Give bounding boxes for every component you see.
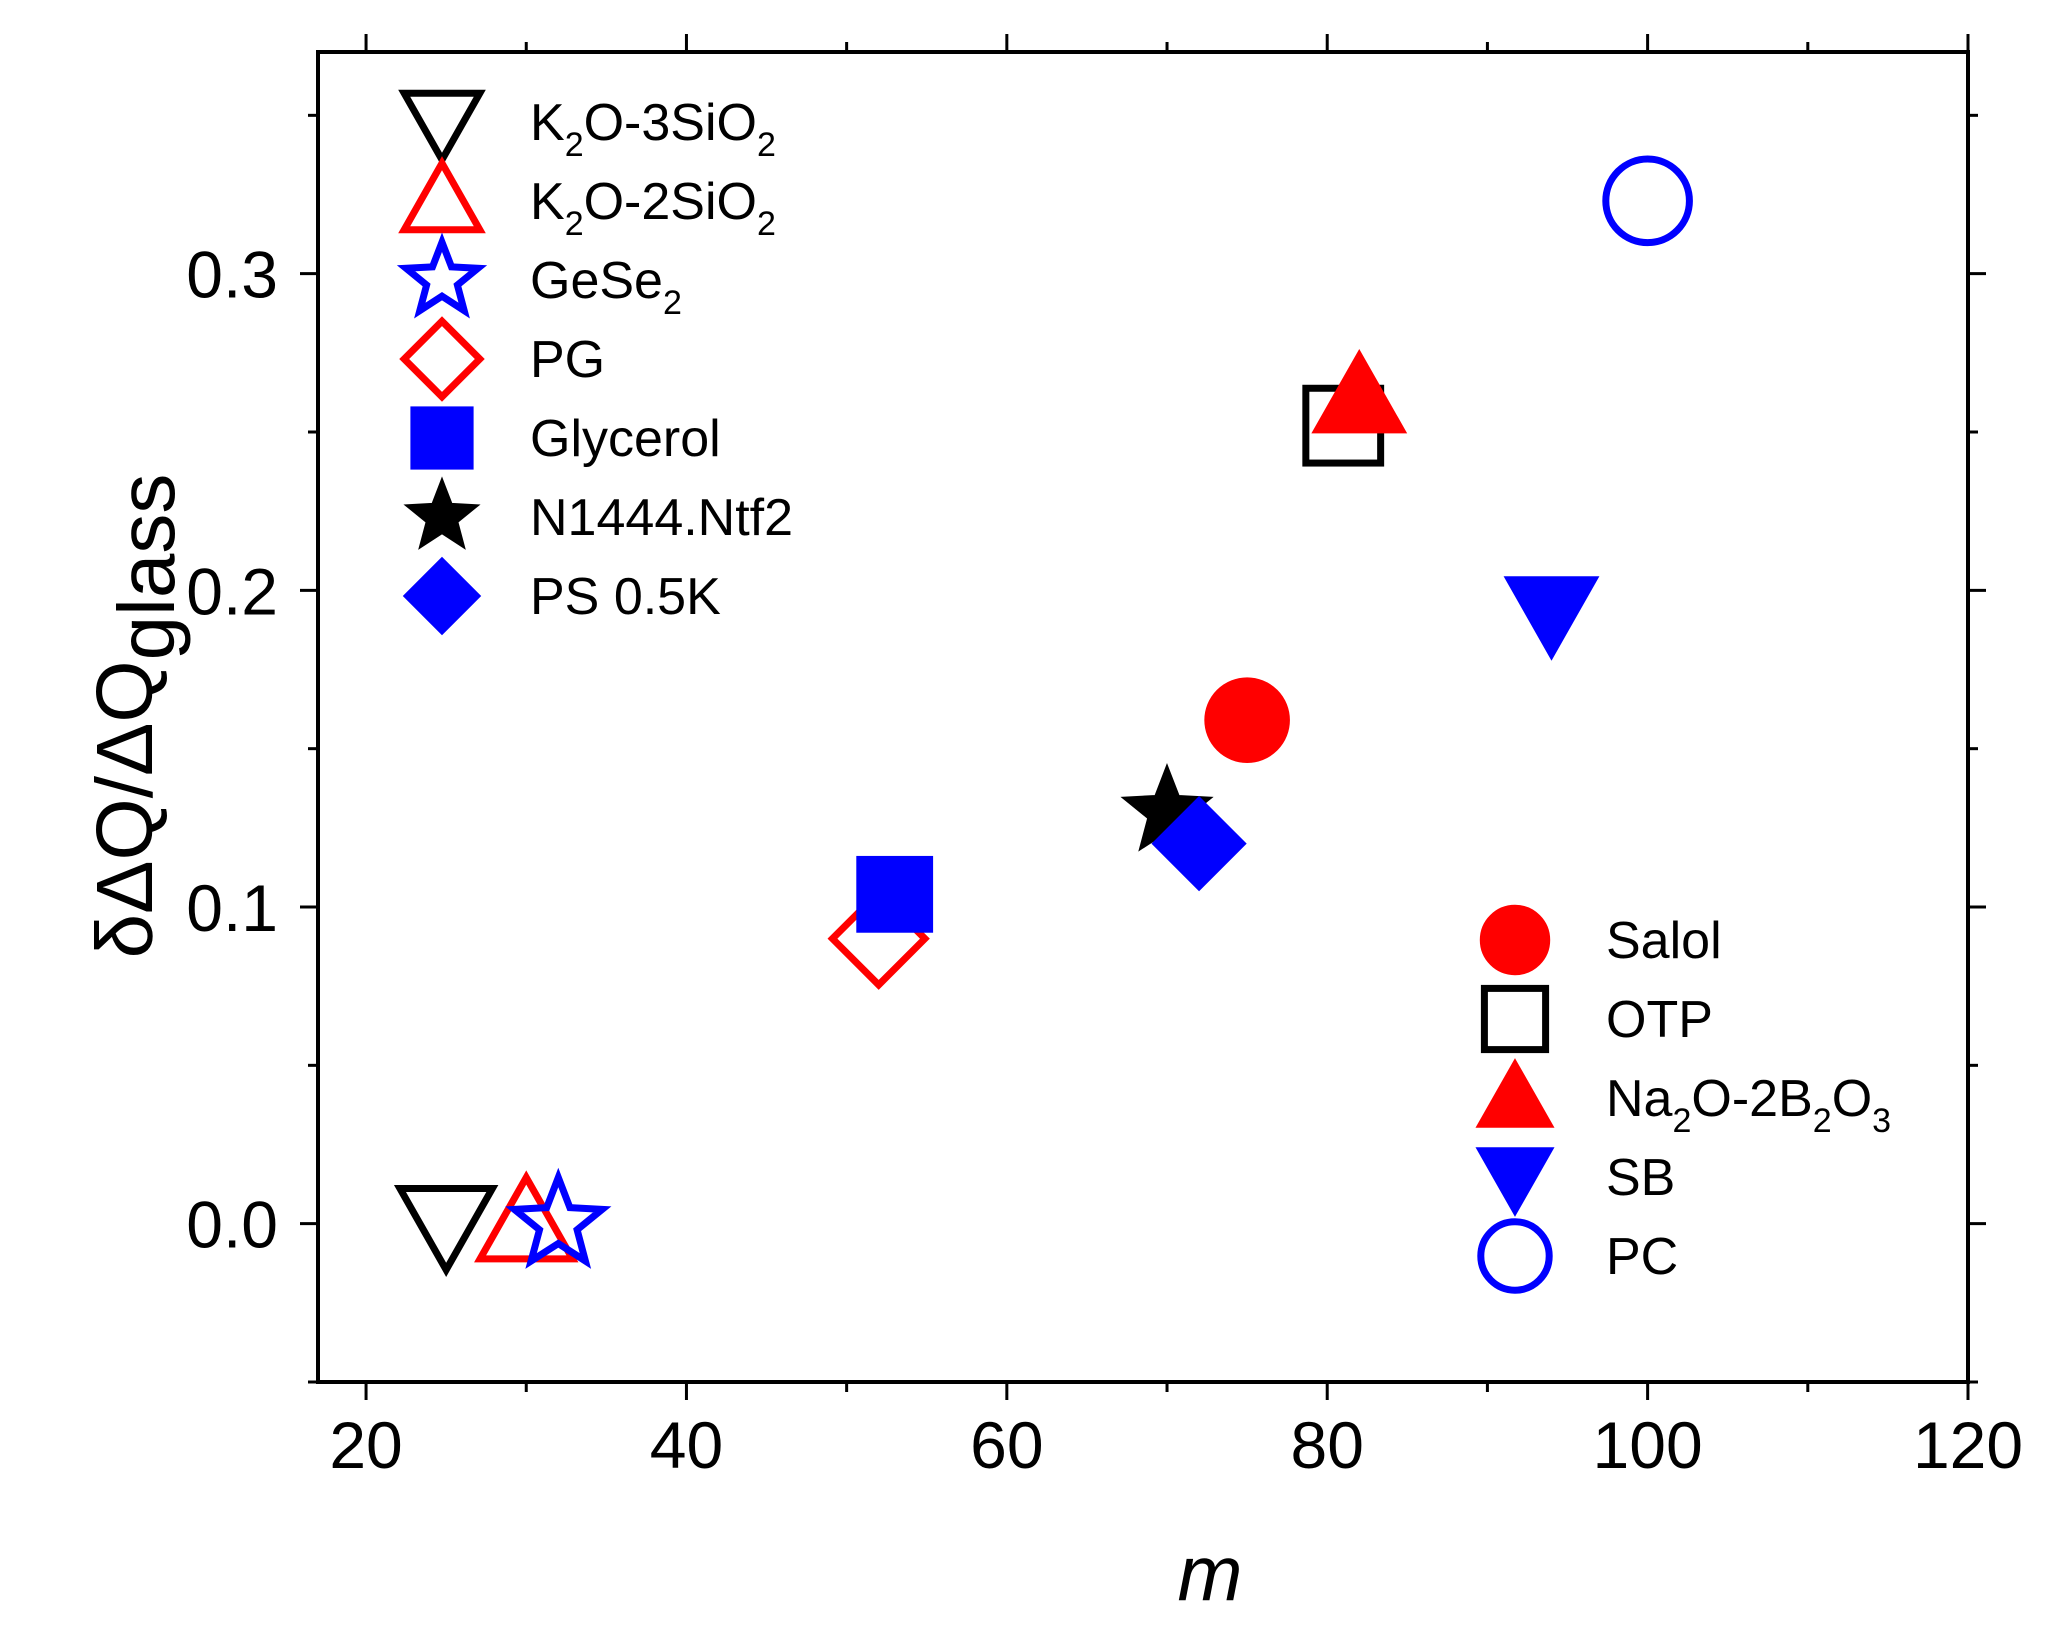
legend-label-gese2: GeSe2 — [530, 252, 682, 322]
legend-label-part: K — [530, 94, 565, 152]
legend-label-k2o3sio2: K2O-3SiO2 — [530, 94, 776, 164]
legend-label-part: 3 — [1872, 1102, 1891, 1140]
legend-marker-pc — [1477, 1218, 1553, 1294]
legend-label-n1444: N1444.Ntf2 — [530, 489, 793, 547]
data-point-ps05k — [1151, 796, 1247, 892]
data-point-k2o3sio2 — [393, 1184, 499, 1277]
legend-label-part: PC — [1606, 1228, 1678, 1286]
legend-label-na2o2b2o3: Na2O-2B2O3 — [1606, 1070, 1891, 1140]
legend-label-part: 2 — [663, 284, 682, 322]
legend-marker-n1444 — [403, 476, 481, 550]
legend-label-part: SB — [1606, 1149, 1675, 1207]
legend-label-part: 2 — [1813, 1102, 1832, 1140]
y-tick-label: 0.1 — [186, 871, 278, 945]
legend-label-part: O-3SiO — [584, 94, 757, 152]
legend-label-part: OTP — [1606, 991, 1713, 1049]
x-tick-label: 20 — [329, 1408, 402, 1482]
legend-label-otp: OTP — [1606, 991, 1713, 1049]
x-tick-label: 80 — [1291, 1408, 1364, 1482]
legend-label-part: Glycerol — [530, 410, 721, 468]
legend-marker-otp — [1480, 984, 1550, 1054]
data-point-pc — [1602, 155, 1693, 247]
y-axis-title-subscript: glass — [102, 474, 191, 661]
legend-label-part: PG — [530, 331, 605, 389]
y-tick-label: 0.2 — [186, 554, 278, 628]
legend-label-part: 2 — [1672, 1102, 1691, 1140]
x-tick-label: 40 — [650, 1408, 723, 1482]
legend-marker-salol — [1479, 904, 1551, 976]
y-tick-label: 0.0 — [186, 1188, 278, 1262]
legend-marker-na2o2b2o3 — [1475, 1058, 1555, 1128]
legend-marker-k2o3sio2 — [398, 89, 486, 167]
legend-label-part: PS 0.5K — [530, 568, 721, 626]
legend-label-glycerol: Glycerol — [530, 410, 721, 468]
data-point-na2o2b2o3 — [1311, 348, 1408, 434]
x-tick-label: 120 — [1913, 1408, 2023, 1482]
legend-label-part: 2 — [757, 126, 776, 164]
data-point-sb — [1503, 576, 1600, 661]
legend-label-pg: PG — [530, 331, 605, 389]
legend-label-sb: SB — [1606, 1149, 1675, 1207]
legend-label-part: K — [530, 173, 565, 231]
axis-ticks — [300, 34, 1986, 1400]
legend: K2O-3SiO2K2O-2SiO2GeSe2PGGlycerolN1444.N… — [396, 89, 1891, 1294]
legend-marker-glycerol — [410, 406, 474, 470]
legend-marker-ps05k — [402, 556, 482, 636]
legend-label-part: O-2SiO — [584, 173, 757, 231]
x-tick-label: 100 — [1593, 1408, 1703, 1482]
legend-marker-sb — [1475, 1147, 1555, 1217]
data-point-salol — [1204, 677, 1290, 763]
plot-frame — [316, 50, 1970, 1384]
legend-label-ps05k: PS 0.5K — [530, 568, 721, 626]
data-point-k2o2sio2 — [474, 1170, 579, 1263]
legend-label-part: 2 — [565, 205, 584, 243]
legend-label-k2o2sio2: K2O-2SiO2 — [530, 173, 776, 243]
data-point-gese2 — [505, 1167, 612, 1269]
legend-label-part: O — [1832, 1070, 1872, 1128]
data-points — [393, 155, 1693, 1277]
legend-label-part: Na — [1606, 1070, 1673, 1128]
legend-label-part: Salol — [1606, 912, 1722, 970]
y-tick-label: 0.3 — [186, 238, 278, 312]
legend-label-part: 2 — [757, 205, 776, 243]
legend-label-part: N1444.Ntf2 — [530, 489, 793, 547]
legend-label-salol: Salol — [1606, 912, 1722, 970]
y-axis-title-main: δΔQ/ΔQ — [80, 660, 169, 958]
legend-label-part: GeSe — [530, 252, 663, 310]
legend-label-part: 2 — [565, 126, 584, 164]
x-tick-label: 60 — [970, 1408, 1043, 1482]
y-axis-title: δΔQ/ΔQglass — [80, 474, 191, 959]
legend-marker-k2o2sio2 — [398, 156, 486, 234]
legend-marker-gese2 — [396, 232, 488, 319]
x-axis-title: m — [1178, 1529, 1243, 1617]
legend-marker-pg — [399, 316, 485, 402]
legend-label-pc: PC — [1606, 1228, 1678, 1286]
data-point-glycerol — [856, 855, 934, 933]
axis-tick-labels: 20 40 60 80 100 120 0.0 0.1 0.2 0.3 — [186, 238, 2023, 1482]
legend-label-part: O-2B — [1691, 1070, 1812, 1128]
